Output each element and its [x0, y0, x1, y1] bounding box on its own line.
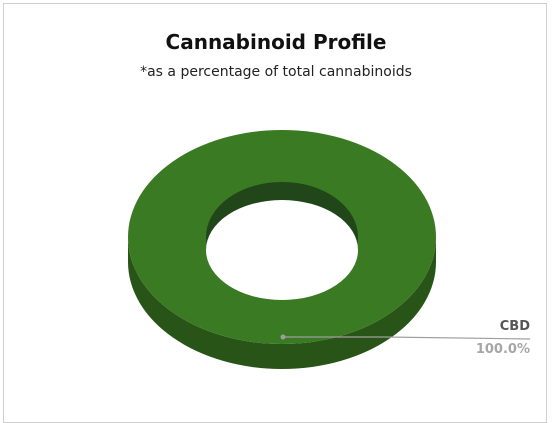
chart-subtitle: *as a percentage of total cannabinoids [140, 64, 412, 80]
donut-outer-side [128, 237, 436, 369]
chart-title: Cannabinoid Profile [165, 30, 387, 54]
slice-leader-line [283, 336, 531, 340]
slice-label-cbd: CBD [499, 319, 530, 334]
slice-leader-dot [280, 334, 286, 340]
slice-value-cbd: 100.0% [475, 342, 530, 357]
donut-hole [206, 200, 358, 300]
